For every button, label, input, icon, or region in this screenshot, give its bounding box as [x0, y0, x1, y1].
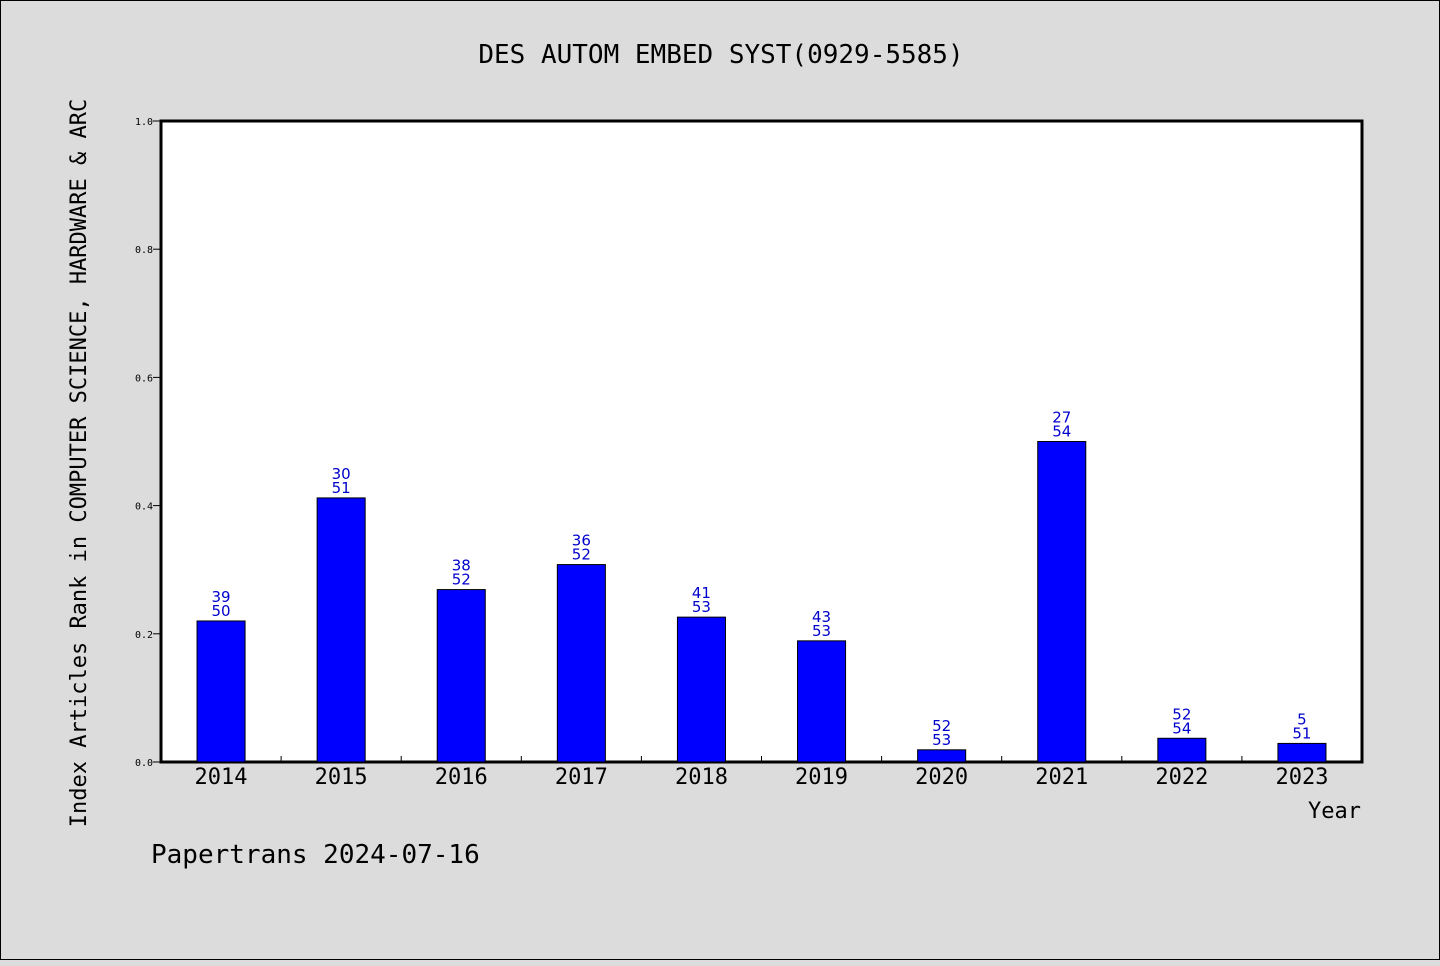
bar-rank-label: 30 [332, 465, 351, 483]
bar-total-label: 52 [452, 571, 471, 589]
x-tick-label: 2021 [1035, 765, 1088, 790]
x-tick-label: 2015 [315, 765, 368, 790]
bar-2022 [1157, 737, 1207, 763]
bar-2016 [436, 589, 486, 763]
y-axis-label: Index Articles Rank in COMPUTER SCIENCE,… [67, 99, 92, 827]
x-tick-label: 2019 [795, 765, 848, 790]
bar-rank-label: 52 [1172, 705, 1191, 723]
bar-total-label: 50 [212, 602, 231, 620]
bar-rank-label: 43 [812, 608, 831, 626]
bar-2020 [917, 749, 967, 763]
bar-total-label: 54 [1052, 423, 1071, 441]
bar-total-label: 51 [1292, 724, 1311, 742]
bar-2014 [196, 620, 246, 763]
bar-2023 [1277, 742, 1327, 763]
footer-text: Papertrans 2024-07-16 [151, 840, 480, 870]
bar-rank-label: 36 [572, 532, 591, 550]
x-tick-label: 2017 [555, 765, 608, 790]
bar-2015 [316, 497, 366, 763]
y-tick-label: 0.2 [135, 630, 153, 641]
bar-total-label: 53 [692, 598, 711, 616]
bar-2018 [676, 616, 726, 763]
y-tick-label: 0.4 [135, 502, 153, 513]
bar-2019 [797, 640, 847, 763]
bar-total-label: 51 [332, 479, 351, 497]
y-tick-label: 0.6 [135, 373, 153, 384]
y-tick-label: 0.0 [135, 758, 153, 769]
x-axis-label: Year [1308, 799, 1361, 824]
bar-rank-label: 39 [212, 588, 231, 606]
bar-rank-label: 38 [452, 557, 471, 575]
x-tick-label: 2020 [915, 765, 968, 790]
x-tick-label: 2014 [195, 765, 248, 790]
bar-total-label: 53 [812, 622, 831, 640]
bar-rank-label: 41 [692, 584, 711, 602]
y-tick-label: 1.0 [135, 117, 153, 128]
x-tick-label: 2016 [435, 765, 488, 790]
x-tick-label: 2022 [1155, 765, 1208, 790]
ticks-layer: 0.0 0.2 0.4 0.6 0.8 1.0 2014 2015 2016 2017 2018 20… [135, 117, 1329, 790]
bar-2017 [556, 564, 606, 763]
bar-total-label: 54 [1172, 719, 1191, 737]
y-tick-label: 0.8 [135, 245, 153, 256]
x-tick-label: 2018 [675, 765, 728, 790]
x-tick-label: 2023 [1275, 765, 1328, 790]
chart-title: DES AUTOM EMBED SYST(0929-5585) [478, 40, 963, 70]
bar-rank-label: 52 [932, 717, 951, 735]
bar-total-label: 52 [572, 546, 591, 564]
bar-rank-label: 5 [1297, 710, 1307, 728]
bar-2021 [1037, 441, 1087, 763]
bar-total-label: 53 [932, 731, 951, 749]
bar-rank-label: 27 [1052, 409, 1071, 427]
